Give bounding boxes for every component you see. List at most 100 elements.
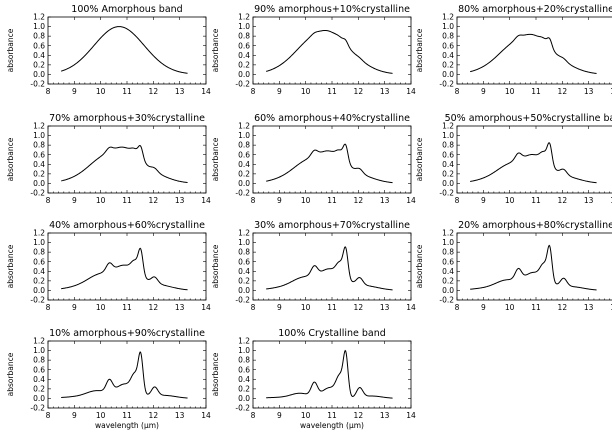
x-tick-label: 12 xyxy=(149,196,159,205)
panel-title: 40% amorphous+60%crystalline xyxy=(49,220,205,231)
plot-frame xyxy=(252,125,412,194)
y-tick-label: 0.6 xyxy=(442,257,454,266)
y-tick-label: 0.8 xyxy=(33,32,45,41)
x-tick-label: 9 xyxy=(72,87,77,96)
x-tick-label: 14 xyxy=(610,303,612,312)
y-axis-label: absorbance xyxy=(211,137,220,181)
y-tick-label: 0.0 xyxy=(33,179,45,188)
panel-title: 70% amorphous+30%crystalline xyxy=(49,113,205,124)
x-tick-label: 12 xyxy=(558,87,568,96)
x-tick-label: 11 xyxy=(327,411,337,420)
x-tick-label: 13 xyxy=(380,87,390,96)
y-tick-label: 0.2 xyxy=(33,276,45,285)
y-tick-label: 1.0 xyxy=(33,238,45,247)
y-tick-label: 1.0 xyxy=(442,238,454,247)
x-tick-label: 11 xyxy=(122,87,132,96)
y-tick-label: 0.0 xyxy=(33,394,45,403)
plot-frame xyxy=(456,125,612,194)
y-tick-label: 0.0 xyxy=(238,286,250,295)
x-tick-label: 11 xyxy=(327,196,337,205)
y-tick-label: 0.8 xyxy=(238,248,250,257)
y-tick-label: 1.2 xyxy=(238,122,250,131)
spectrum-line xyxy=(266,143,393,184)
x-tick-label: 14 xyxy=(406,411,416,420)
x-tick-label: 10 xyxy=(96,196,106,205)
x-tick-label: 14 xyxy=(406,303,416,312)
x-tick-label: 9 xyxy=(277,196,282,205)
y-tick-label: 1.2 xyxy=(238,229,250,238)
y-tick-label: -0.2 xyxy=(235,404,250,413)
y-tick-label: 0.8 xyxy=(238,356,250,365)
x-tick-label: 9 xyxy=(72,411,77,420)
y-tick-label: 0.6 xyxy=(238,150,250,159)
x-tick-label: 13 xyxy=(584,303,594,312)
x-tick-label: 8 xyxy=(251,411,256,420)
spectrum-line xyxy=(470,142,597,184)
x-tick-label: 10 xyxy=(301,411,311,420)
y-tick-label: 1.2 xyxy=(238,337,250,346)
y-tick-label: 0.0 xyxy=(238,394,250,403)
y-tick-label: 0.2 xyxy=(33,60,45,69)
y-axis-label: absorbance xyxy=(6,244,15,288)
x-tick-label: 13 xyxy=(584,87,594,96)
spectrum-line xyxy=(470,244,597,291)
x-tick-label: 9 xyxy=(277,411,282,420)
panel-title: 30% amorphous+70%crystalline xyxy=(254,220,410,231)
y-tick-label: -0.2 xyxy=(30,404,45,413)
y-axis-label: absorbance xyxy=(415,137,424,181)
x-tick-label: 12 xyxy=(149,303,159,312)
y-tick-label: 0.8 xyxy=(33,248,45,257)
x-axis-label: wavelength (μm) xyxy=(300,421,364,430)
x-tick-label: 9 xyxy=(277,87,282,96)
x-tick-label: 8 xyxy=(455,196,460,205)
y-tick-label: 0.4 xyxy=(238,375,250,384)
x-tick-label: 9 xyxy=(481,87,486,96)
spectrum-line xyxy=(61,351,188,399)
spectrum-panel: 50% amorphous+50%crystalline band 8 9 10 11 1… xyxy=(415,113,612,205)
y-tick-label: -0.2 xyxy=(30,296,45,305)
panel-title: 90% amorphous+10%crystalline xyxy=(254,4,410,15)
y-tick-label: 0.0 xyxy=(442,286,454,295)
x-tick-label: 9 xyxy=(481,303,486,312)
x-tick-label: 10 xyxy=(505,87,515,96)
spectrum-panel: 80% amorphous+20%crystalline 8 9 10 11 12 13 14… xyxy=(415,4,612,96)
x-tick-label: 14 xyxy=(610,87,612,96)
x-tick-label: 13 xyxy=(175,303,185,312)
x-tick-label: 13 xyxy=(175,87,185,96)
x-tick-label: 10 xyxy=(301,303,311,312)
y-tick-label: 1.0 xyxy=(442,131,454,140)
panel-title: 50% amorphous+50%crystalline band xyxy=(445,113,612,124)
x-tick-label: 13 xyxy=(175,411,185,420)
x-tick-label: 11 xyxy=(122,196,132,205)
y-tick-label: 1.0 xyxy=(442,22,454,31)
plot-frame xyxy=(47,125,207,194)
y-tick-label: 0.4 xyxy=(33,51,45,60)
spectrum-panel: 90% amorphous+10%crystalline 8 9 10 11 12 13 14… xyxy=(211,4,416,96)
spectrum-panel: 20% amorphous+80%crystalline 8 9 10 11 12 13 14… xyxy=(415,220,612,312)
y-tick-label: 0.8 xyxy=(442,248,454,257)
x-tick-label: 12 xyxy=(149,87,159,96)
y-tick-label: 0.8 xyxy=(33,141,45,150)
spectrum-panel: 100% Amorphous band 8 9 10 11 12 13 14 1.21.00.8… xyxy=(6,4,211,96)
y-tick-label: 0.4 xyxy=(33,375,45,384)
spectrum-line xyxy=(266,29,393,74)
spectrum-line xyxy=(266,246,393,291)
y-tick-label: 0.2 xyxy=(442,60,454,69)
x-tick-label: 8 xyxy=(46,196,51,205)
x-tick-label: 8 xyxy=(251,196,256,205)
x-tick-label: 8 xyxy=(455,87,460,96)
x-tick-label: 11 xyxy=(327,87,337,96)
y-tick-label: 0.8 xyxy=(442,32,454,41)
y-tick-label: 0.4 xyxy=(442,160,454,169)
y-tick-label: 1.0 xyxy=(238,131,250,140)
x-tick-label: 9 xyxy=(72,303,77,312)
y-axis-label: absorbance xyxy=(6,28,15,72)
y-tick-label: 1.2 xyxy=(33,229,45,238)
y-tick-label: 1.2 xyxy=(238,13,250,22)
x-tick-label: 12 xyxy=(354,87,364,96)
panel-title: 100% Amorphous band xyxy=(71,4,182,15)
x-tick-label: 13 xyxy=(584,196,594,205)
y-tick-label: 1.2 xyxy=(442,229,454,238)
